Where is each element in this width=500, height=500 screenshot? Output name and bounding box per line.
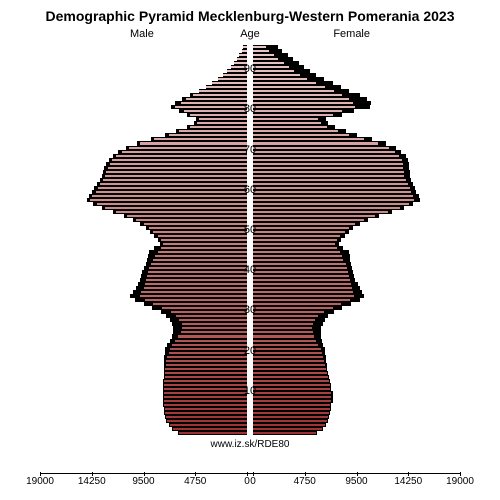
age-tick: 60 [244,184,256,196]
age-label: Age [240,28,260,40]
age-tick: 50 [244,224,256,236]
x-axis-ticks: 19000142509500475000475095001425019000 [40,476,460,490]
age-tick: 90 [244,63,256,75]
x-tick-label: 0 [244,476,250,487]
pyramid-chart: Demographic Pyramid Mecklenburg-Western … [0,0,500,500]
male-label: Male [130,28,154,40]
chart-title: Demographic Pyramid Mecklenburg-Western … [0,8,500,24]
x-tick-label: 19000 [446,476,474,487]
age-tick: 70 [244,144,256,156]
x-tick-label: 19000 [26,476,54,487]
female-bar [253,431,316,435]
x-tick-label: 9500 [345,476,367,487]
age-tick: 40 [244,264,256,276]
age-tick: 20 [244,345,256,357]
age-tick: 10 [244,385,256,397]
x-tick-label: 14250 [78,476,106,487]
male-bar [179,431,247,435]
x-tick-label: 9500 [132,476,154,487]
plot-area: 10 20 30 40 50 60 70 80 90 [40,45,460,435]
age-tick: 80 [244,103,256,115]
x-tick-label: 0 [250,476,256,487]
pyramid-row [40,431,460,435]
female-label: Female [333,28,370,40]
x-axis-line [40,473,460,474]
age-tick: 30 [244,304,256,316]
x-tick-label: 14250 [394,476,422,487]
x-tick-label: 4750 [294,476,316,487]
x-tick-label: 4750 [184,476,206,487]
footer-url: www.iz.sk/RDE80 [211,439,290,450]
